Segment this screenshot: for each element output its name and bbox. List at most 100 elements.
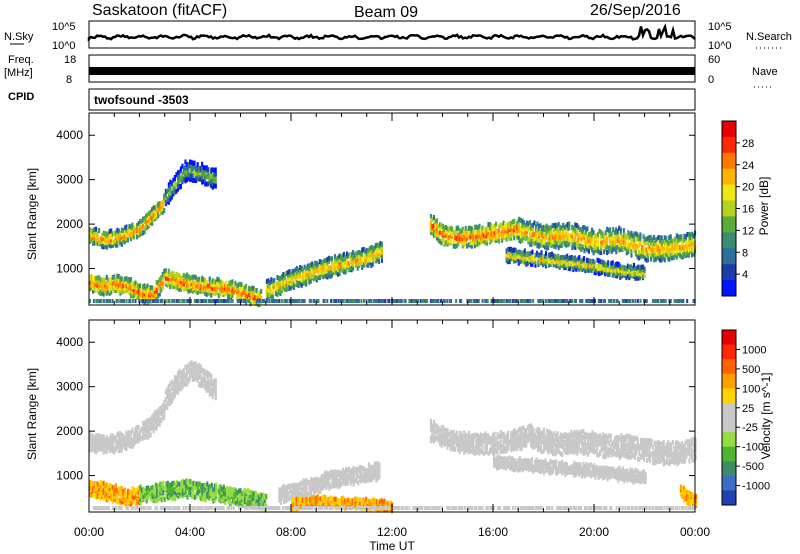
echo-cell bbox=[199, 368, 202, 374]
echo-cell bbox=[320, 269, 323, 275]
echo-cell bbox=[290, 275, 293, 281]
echo-cell bbox=[514, 231, 517, 237]
echo-cell bbox=[279, 500, 282, 505]
near-range-cell bbox=[351, 299, 354, 303]
echo-cell bbox=[599, 262, 602, 268]
near-range-cell bbox=[663, 299, 666, 303]
echo-cell bbox=[534, 262, 537, 268]
near-range-cell bbox=[211, 299, 214, 303]
echo-cell bbox=[300, 275, 303, 280]
echo-cell bbox=[173, 181, 176, 187]
echo-cell bbox=[184, 381, 187, 387]
echo-cell bbox=[574, 222, 577, 228]
echo-cell bbox=[117, 231, 120, 237]
echo-cell bbox=[122, 238, 125, 243]
echo-cell bbox=[145, 485, 148, 491]
echo-cell bbox=[99, 277, 102, 283]
echo-cell bbox=[299, 480, 302, 486]
echo-cell bbox=[619, 271, 622, 277]
echo-cell bbox=[98, 494, 101, 499]
echo-cell bbox=[602, 260, 605, 266]
echo-cell bbox=[245, 287, 248, 293]
echo-cell bbox=[99, 280, 102, 286]
echo-cell bbox=[659, 247, 662, 253]
echo-cell bbox=[311, 273, 314, 279]
date-title: 26/Sep/2016 bbox=[590, 2, 681, 19]
near-range-cell bbox=[120, 299, 123, 303]
echo-cell bbox=[208, 391, 211, 397]
near-range-cell bbox=[421, 299, 423, 303]
echo-cell bbox=[155, 280, 158, 286]
echo-cell bbox=[207, 181, 210, 187]
echo-cell bbox=[435, 218, 438, 224]
echo-cell bbox=[176, 272, 179, 278]
echo-cell bbox=[464, 241, 467, 247]
echo-cell bbox=[224, 491, 227, 497]
echo-cell bbox=[132, 225, 135, 231]
echo-cell bbox=[492, 233, 495, 239]
echo-cell bbox=[502, 230, 505, 236]
echo-cell bbox=[123, 286, 126, 292]
echo-cell bbox=[178, 487, 181, 493]
echo-cell bbox=[248, 295, 251, 301]
echo-cell bbox=[315, 267, 318, 273]
echo-cell bbox=[311, 481, 314, 487]
near-range-cell bbox=[203, 299, 206, 303]
echo-cell bbox=[215, 492, 218, 498]
echo-cell bbox=[537, 237, 540, 243]
echo-cell bbox=[129, 283, 132, 289]
echo-cell bbox=[172, 177, 175, 183]
echo-cell bbox=[350, 259, 353, 265]
echo-cell bbox=[325, 470, 328, 476]
colorbar-tick-label: 28 bbox=[742, 138, 754, 150]
echo-cell bbox=[337, 255, 340, 261]
echo-cell bbox=[193, 160, 196, 166]
echo-cell bbox=[335, 256, 338, 262]
echo-cell bbox=[343, 479, 346, 485]
echo-cell bbox=[126, 491, 129, 497]
near-range-cell bbox=[301, 299, 304, 303]
echo-cell bbox=[139, 289, 142, 295]
echo-cell bbox=[178, 490, 181, 496]
echo-cell bbox=[452, 238, 455, 244]
echo-cell bbox=[254, 295, 257, 301]
near-range-cell bbox=[467, 299, 470, 303]
echo-cell bbox=[152, 208, 155, 214]
echo-cell bbox=[357, 472, 360, 478]
echo-cell bbox=[273, 281, 276, 287]
echo-cell bbox=[352, 471, 355, 477]
echo-cell bbox=[283, 282, 286, 288]
echo-cell bbox=[607, 265, 610, 271]
echo-cell bbox=[268, 286, 271, 292]
echo-cell bbox=[654, 256, 657, 262]
freq-label: Freq. bbox=[8, 54, 34, 66]
echo-cell bbox=[117, 443, 120, 449]
echo-cell bbox=[528, 251, 531, 257]
echo-cell bbox=[113, 231, 116, 237]
near-range-cell bbox=[501, 299, 504, 303]
echo-cell bbox=[262, 496, 265, 502]
echo-cell bbox=[344, 269, 347, 275]
echo-cell bbox=[530, 238, 533, 244]
echo-cell bbox=[131, 499, 134, 505]
echo-cell bbox=[445, 227, 448, 233]
echo-cell bbox=[659, 235, 662, 241]
echo-cell bbox=[274, 285, 277, 290]
echo-cell bbox=[265, 279, 268, 285]
echo-cell bbox=[252, 285, 255, 291]
echo-cell bbox=[660, 252, 663, 258]
near-range-cell bbox=[303, 299, 306, 303]
echo-cell bbox=[293, 483, 296, 489]
echo-cell bbox=[186, 174, 189, 180]
echo-cell bbox=[651, 243, 654, 249]
echo-cell bbox=[176, 387, 179, 392]
echo-cell bbox=[194, 484, 197, 490]
echo-cell bbox=[598, 258, 601, 264]
echo-cell bbox=[478, 227, 481, 233]
echo-cell bbox=[485, 237, 488, 243]
echo-cell bbox=[169, 401, 172, 406]
echo-cell bbox=[293, 488, 296, 494]
near-range-cell bbox=[476, 299, 479, 303]
echo-cell bbox=[93, 481, 96, 486]
echo-cell bbox=[674, 245, 677, 251]
